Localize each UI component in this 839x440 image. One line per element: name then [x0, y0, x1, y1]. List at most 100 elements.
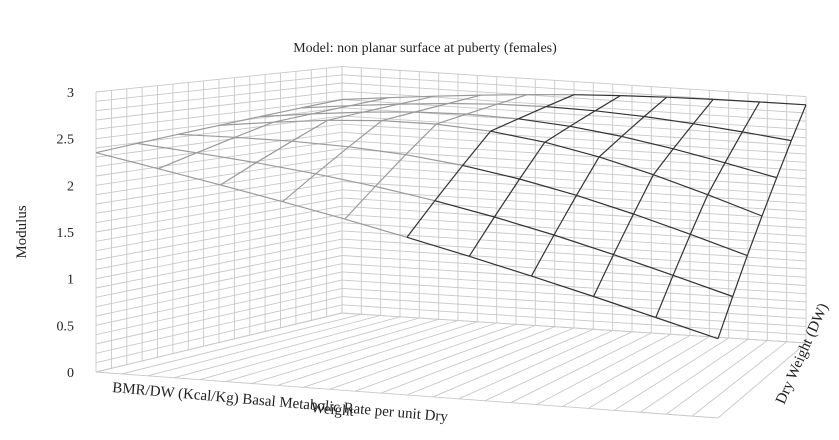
- z-tick-label: 1.5: [57, 226, 75, 241]
- floor-edge: [95, 371, 719, 419]
- left-wall-gridline: [95, 246, 343, 298]
- surface-line: [633, 213, 691, 235]
- left-wall-gridline: [95, 181, 343, 224]
- surface-line: [348, 146, 406, 156]
- floor-gridline: [380, 326, 555, 394]
- back-wall-gridline: [341, 205, 807, 237]
- surface-line: [493, 178, 521, 218]
- surface-line: [196, 136, 236, 154]
- surface-line: [311, 105, 351, 115]
- surface-line: [655, 316, 719, 340]
- surface-line: [673, 148, 726, 164]
- floor-gridline: [406, 327, 575, 396]
- surface-line: [374, 154, 407, 187]
- surface-line: [761, 177, 778, 217]
- surface-line: [790, 104, 807, 141]
- back-wall-gridline: [341, 304, 807, 336]
- floor-gridline: [536, 333, 671, 405]
- left-wall-gridline: [95, 107, 343, 140]
- back-wall-gridline: [341, 66, 807, 98]
- surface-line: [573, 94, 621, 97]
- surface-line: [692, 99, 714, 125]
- left-wall-gridline: [95, 263, 343, 317]
- back-wall-gridline: [341, 148, 807, 180]
- surface-line: [632, 174, 654, 215]
- surface-line: [707, 162, 726, 195]
- back-wall-gridline: [341, 99, 807, 130]
- z-tick-label: 2: [67, 179, 74, 194]
- left-wall-gridline: [95, 279, 343, 336]
- surface-line: [344, 185, 376, 220]
- surface-line: [612, 213, 635, 255]
- surface-line: [315, 146, 350, 175]
- left-wall-gridline: [95, 66, 343, 93]
- floor-gridline: [147, 315, 381, 377]
- surface-line: [405, 154, 463, 166]
- back-wall-gridline: [341, 246, 807, 278]
- left-wall-gridline: [95, 255, 343, 308]
- back-wall-gridline: [341, 271, 807, 303]
- left-wall-gridline: [95, 287, 343, 345]
- surface-line: [595, 110, 645, 118]
- floor-gridline: [510, 332, 652, 404]
- surface-line: [713, 98, 760, 103]
- back-wall-gridline: [341, 238, 807, 270]
- surface-line: [234, 136, 292, 142]
- left-wall-gridline: [95, 172, 343, 214]
- surface-line: [724, 131, 743, 164]
- surface-line: [598, 135, 623, 158]
- back-wall-gridline: [341, 164, 807, 196]
- left-wall-gridline: [95, 205, 343, 252]
- surface-line: [553, 234, 614, 256]
- left-wall-gridline: [95, 238, 343, 289]
- surface-line: [218, 116, 261, 126]
- surface-line: [544, 141, 600, 158]
- left-wall-gridline: [95, 197, 343, 242]
- back-wall-gridline: [341, 197, 807, 229]
- surface-line: [672, 234, 691, 276]
- surface-line: [136, 142, 197, 154]
- chart-title: Model: non planar surface at puberty (fe…: [293, 41, 557, 56]
- back-wall-gridline: [341, 279, 807, 311]
- surface-line: [593, 254, 615, 297]
- surface-line: [349, 97, 389, 107]
- surface-line: [732, 255, 748, 297]
- surface-line: [469, 255, 532, 277]
- surface-line: [291, 140, 349, 148]
- surface-line: [315, 173, 376, 187]
- surface-line: [363, 103, 400, 113]
- floor-gridline: [199, 317, 420, 381]
- surface-line: [468, 216, 495, 257]
- surface-line: [375, 185, 435, 202]
- left-wall-gridline: [95, 213, 343, 261]
- floor-gridline: [665, 340, 768, 415]
- back-wall-gridline: [341, 213, 807, 245]
- left-wall-gridline: [95, 123, 343, 158]
- surface-line: [157, 152, 197, 170]
- surface-line: [196, 152, 257, 164]
- surface-line: [466, 113, 519, 120]
- surface-line: [273, 113, 312, 123]
- surface-line: [693, 123, 743, 133]
- floor-gridline: [277, 321, 478, 386]
- surface-line: [672, 274, 733, 298]
- x-axis-title-line2: Weight: [310, 400, 355, 420]
- surface-line: [220, 162, 257, 186]
- back-wall-gridline: [341, 296, 807, 328]
- back-wall-gridline: [341, 230, 807, 262]
- left-wall-gridline: [95, 312, 343, 373]
- surface-line: [490, 130, 545, 143]
- surface-line: [259, 107, 302, 118]
- surface-line: [447, 94, 482, 105]
- floor-gridline: [717, 342, 807, 419]
- z-tick-label: 0: [67, 366, 74, 381]
- surface-line: [598, 156, 654, 176]
- surface-line: [136, 133, 179, 144]
- surface-line: [177, 133, 235, 138]
- back-wall-gridline: [341, 287, 807, 319]
- surface-line: [742, 131, 792, 142]
- surface-line: [414, 111, 467, 115]
- floor-gridline: [329, 323, 517, 390]
- surface-line: [621, 135, 674, 150]
- surface-line: [436, 113, 467, 125]
